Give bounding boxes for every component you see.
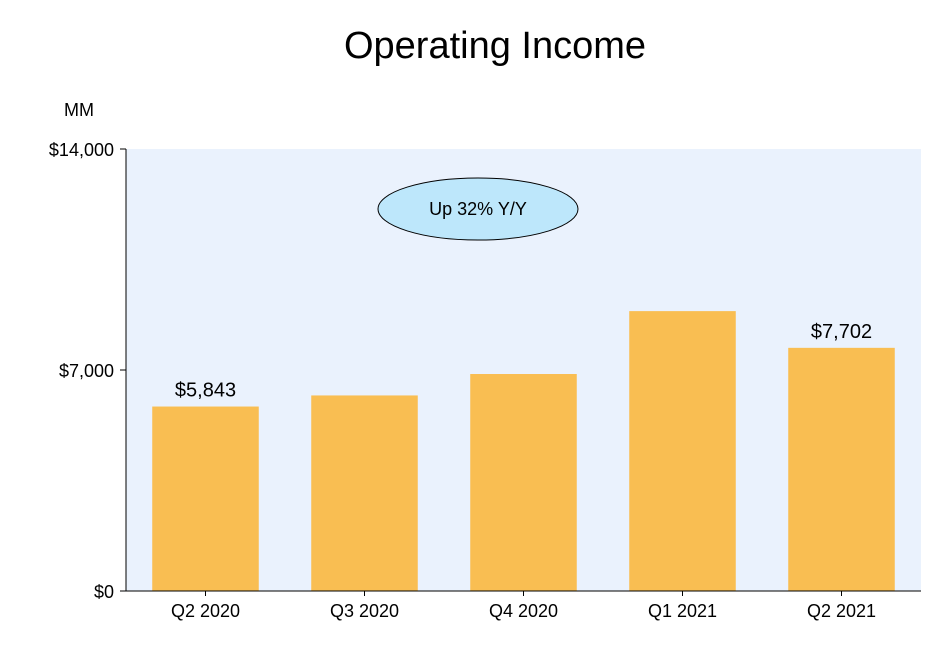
- y-tick-label: $0: [94, 582, 114, 602]
- bar-q4-2020: [470, 374, 577, 591]
- x-tick-label: Q3 2020: [330, 601, 399, 621]
- x-axis-ticks: Q2 2020 Q3 2020 Q4 2020 Q1 2021 Q2 2021: [171, 591, 876, 621]
- growth-annotation-bubble: [377, 177, 579, 241]
- bar-q3-2020: [311, 395, 418, 591]
- bar-q2-2020: [152, 406, 259, 591]
- x-tick-label: Q1 2021: [648, 601, 717, 621]
- data-label-q2-2020: $5,843: [175, 380, 236, 402]
- growth-annotation-text: Up 32% Y/Y: [429, 199, 527, 219]
- y-axis-ticks: $0 $7,000 $14,000: [49, 140, 126, 602]
- x-tick-label: Q4 2020: [489, 601, 558, 621]
- chart-title: Operating Income: [344, 25, 646, 67]
- y-tick-label: $14,000: [49, 140, 114, 160]
- data-label-q2-2021: $7,702: [811, 321, 872, 343]
- x-tick-label: Q2 2021: [807, 601, 876, 621]
- y-axis-unit-label: MM: [64, 100, 94, 120]
- bars: [152, 311, 895, 591]
- x-tick-label: Q2 2020: [171, 601, 240, 621]
- y-tick-label: $7,000: [59, 361, 114, 381]
- bar-q2-2021: [788, 347, 895, 591]
- data-labels: $5,843 $7,702: [175, 321, 872, 402]
- bar-q1-2021: [629, 311, 736, 591]
